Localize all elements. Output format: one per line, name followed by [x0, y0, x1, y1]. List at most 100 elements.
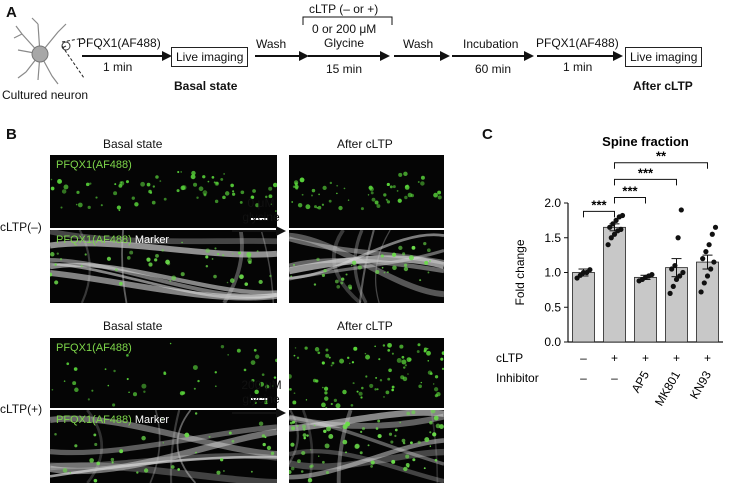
- step2-bottom-label: 1 min: [563, 60, 593, 74]
- scale-bar: [251, 398, 268, 400]
- significance-bracket: [583, 210, 615, 218]
- arrow-label-top-1: 0 μM: [247, 196, 275, 210]
- cltp-bracket-label: cLTP (– or +): [309, 2, 379, 16]
- neuron-illustration: [13, 17, 71, 85]
- significance-bracket: [614, 178, 677, 186]
- inhibitor-value: –: [580, 371, 587, 385]
- data-point: [608, 235, 614, 241]
- arrow-3: [308, 51, 390, 61]
- micrograph-after-marker-1: [289, 230, 444, 303]
- spine-fraction-chart: Spine fraction 0.0 0.5 1.0 1.5 2.0 Fold change…: [496, 134, 723, 408]
- wash-1-label: Wash: [256, 37, 287, 51]
- scale-bar: [251, 218, 268, 220]
- significance-label: ***: [638, 165, 654, 180]
- data-point: [607, 224, 613, 230]
- row-label-cltp-minus: cLTP(–): [0, 220, 42, 234]
- arrow-5: [452, 51, 534, 61]
- micrograph-basal-green-2: PFQX1(AF488): [50, 338, 277, 408]
- row-label-cltp-plus: cLTP(+): [0, 402, 43, 416]
- y-tick-label: 0.5: [544, 300, 561, 314]
- data-point: [708, 266, 714, 272]
- data-point: [672, 262, 678, 269]
- wash-2-label: Wash: [403, 37, 434, 51]
- row-label-cltp: cLTP: [496, 351, 523, 365]
- micrograph-basal-marker-1: PFQX1(AF488) Marker: [50, 230, 277, 303]
- after-cltp-caption: After cLTP: [633, 79, 693, 93]
- arrow-4: [394, 51, 450, 61]
- y-tick-label: 1.0: [544, 266, 561, 280]
- inhibitor-value: MK801: [652, 368, 683, 408]
- neuron-label: Cultured neuron: [2, 88, 89, 102]
- tag-pfqx1-marker: PFQX1(AF488) Marker: [56, 234, 170, 246]
- inhibitor-value: –: [611, 371, 618, 385]
- significance-label: ***: [622, 183, 638, 198]
- column-header-basal-2: Basal state: [103, 319, 163, 333]
- bar: [634, 276, 657, 343]
- data-point: [667, 290, 673, 296]
- data-point: [605, 242, 611, 248]
- micrograph-after-green-1: [289, 155, 444, 228]
- cltp-value: +: [611, 351, 618, 365]
- column-header-after-2: After cLTP: [337, 319, 393, 333]
- data-point: [700, 256, 706, 262]
- tag-pfqx1: PFQX1(AF488): [56, 159, 132, 171]
- cltp-bracket: [302, 16, 393, 25]
- data-point: [613, 217, 619, 223]
- data-point: [698, 289, 704, 295]
- micrograph-after-green-2: [289, 338, 444, 408]
- micrograph-basal-marker-2: PFQX1(AF488) Marker: [50, 410, 277, 483]
- zoom-lines: [61, 38, 85, 79]
- step1-top-label: PFQX1(AF488): [78, 36, 161, 50]
- data-point: [704, 273, 711, 279]
- data-point: [610, 221, 616, 227]
- step2-top-label: PFQX1(AF488): [536, 36, 619, 50]
- arrow-label-top-2: 200 μM: [241, 378, 282, 392]
- data-point: [712, 224, 719, 230]
- tag-pfqx1: PFQX1(AF488): [56, 342, 132, 354]
- data-point: [669, 266, 675, 272]
- inhibitor-value: AP5: [629, 368, 653, 395]
- data-point: [618, 226, 624, 233]
- glycine-concentration: 0 or 200 μM: [312, 22, 377, 36]
- tag-pfqx1-marker: PFQX1(AF488) Marker: [56, 414, 170, 426]
- significance-label: ***: [591, 197, 607, 212]
- bar: [572, 272, 595, 343]
- data-point: [673, 276, 680, 283]
- column-header-after-1: After cLTP: [337, 137, 393, 151]
- live-imaging-box-2: Live imaging: [625, 47, 703, 67]
- data-point: [701, 280, 707, 286]
- data-point: [675, 235, 681, 241]
- cltp-value: –: [580, 351, 587, 365]
- glycine-time: 15 min: [326, 62, 363, 76]
- data-point: [709, 231, 715, 237]
- glycine-label: Glycine: [324, 36, 365, 50]
- arrow-label-bottom-1: glycine: [242, 210, 280, 224]
- micrograph-basal-green-1: PFQX1(AF488): [50, 155, 277, 228]
- significance-bracket: [614, 162, 708, 169]
- inhibitor-value: KN93: [687, 368, 714, 401]
- arrow-1: [82, 51, 172, 61]
- live-imaging-box-1: Live imaging: [171, 47, 249, 67]
- data-point: [678, 207, 684, 213]
- row-label-inhibitor: Inhibitor: [496, 371, 539, 385]
- data-point: [619, 212, 626, 219]
- data-point: [711, 259, 717, 265]
- incubation-time: 60 min: [475, 62, 512, 76]
- y-tick-label: 2.0: [544, 196, 561, 210]
- y-axis-label: Fold change: [513, 239, 527, 305]
- data-point: [703, 249, 709, 255]
- y-tick-label: 1.5: [544, 231, 561, 245]
- significance-label: **: [656, 149, 667, 164]
- panel-letter-c: C: [482, 126, 493, 143]
- cltp-value: +: [642, 351, 649, 365]
- arrow-label-bottom-2: glycine: [242, 392, 280, 406]
- chart-title: Spine fraction: [602, 134, 689, 149]
- arrow-6: [537, 51, 623, 61]
- data-point: [680, 269, 686, 276]
- incubation-label: Incubation: [463, 37, 519, 51]
- data-point: [587, 267, 593, 273]
- data-point: [706, 242, 712, 248]
- cltp-value: +: [704, 351, 711, 365]
- data-point: [649, 271, 655, 278]
- arrow-row-1: [232, 226, 286, 236]
